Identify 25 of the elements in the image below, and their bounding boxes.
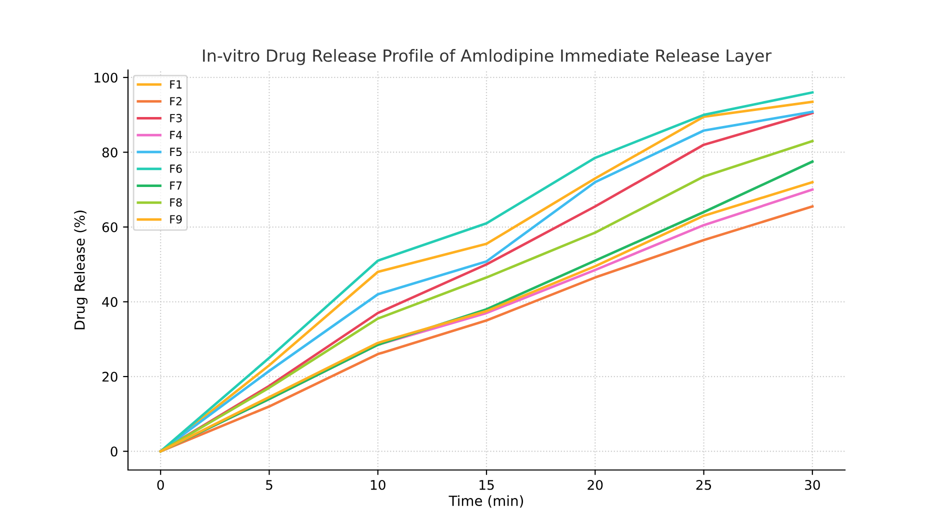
x-tick-label: 10 bbox=[370, 480, 386, 490]
y-tick-label: 60 bbox=[102, 222, 118, 232]
x-tick-label: 5 bbox=[266, 480, 272, 490]
x-tick-label: 0 bbox=[157, 480, 164, 490]
y-tick-label: 0 bbox=[110, 446, 118, 457]
legend-label: F3 bbox=[170, 114, 182, 122]
legend-label: F6 bbox=[170, 164, 182, 173]
legend-label: F4 bbox=[170, 130, 182, 140]
x-tick-label: 20 bbox=[588, 480, 603, 490]
y-axis-title: Drug Release (%) bbox=[74, 210, 88, 330]
x-axis-title: Time (min) bbox=[448, 495, 524, 508]
legend-label: F5 bbox=[170, 148, 182, 156]
legend-label: F1 bbox=[170, 80, 182, 88]
x-tick-label: 25 bbox=[696, 480, 712, 490]
x-tick-label: 30 bbox=[805, 480, 820, 490]
legend-label: F7 bbox=[170, 182, 182, 190]
y-tick-label: 40 bbox=[102, 296, 118, 307]
x-tick-label: 15 bbox=[480, 480, 494, 490]
legend-label: F2 bbox=[170, 97, 182, 106]
y-tick-label: 20 bbox=[102, 372, 118, 382]
legend-label: F8 bbox=[170, 198, 182, 207]
legend-label: F9 bbox=[170, 215, 182, 224]
y-tick-label: 100 bbox=[94, 72, 118, 83]
y-tick-label: 80 bbox=[102, 147, 118, 158]
chart-title: In-vitro Drug Release Profile of Amlodipine Immediate Release Layer bbox=[203, 49, 772, 66]
